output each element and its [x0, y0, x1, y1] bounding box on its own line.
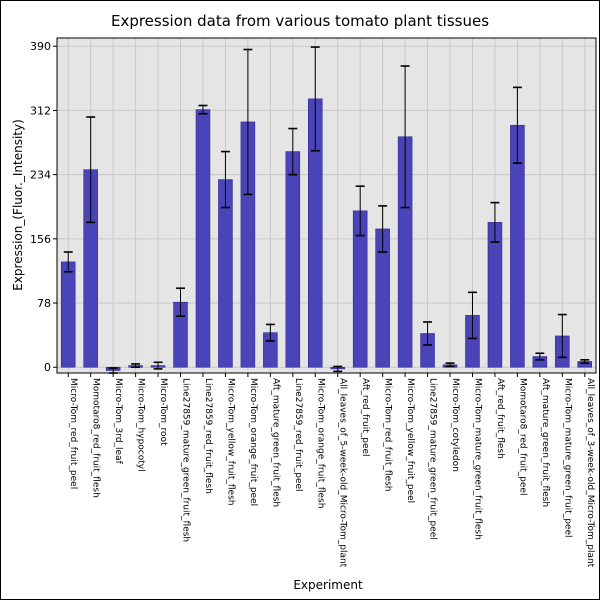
x-tick-label: Micro-Tom_root [158, 378, 168, 446]
x-tick-label: Line27859_red_fruit_flesh [203, 378, 213, 494]
x-tick-label: All_leaves_of_3-week-old_Micro-Tom_plant [585, 378, 595, 568]
x-tick-label: Line27859_red_fruit_peel [293, 378, 303, 492]
x-tick-label: Micro-Tom_orange_fruit_peel [248, 378, 258, 506]
x-tick-label: Micro-Tom_yellow_fruit_peel [405, 378, 415, 503]
bar [60, 261, 76, 368]
bar [487, 222, 503, 368]
x-tick-label: Aft_mature_green_fruit_flesh [540, 378, 550, 507]
y-tick-label: 390 [30, 40, 51, 53]
x-tick-label: Micro-Tom_3rd_leaf [113, 378, 123, 465]
y-tick-label: 312 [30, 104, 51, 117]
x-tick-label: Momotaro8_red_fruit_flesh [91, 378, 101, 498]
y-tick-label: 0 [44, 361, 51, 374]
x-tick-label: Micro-Tom_orange_fruit_flesh [315, 378, 325, 508]
error-bars-group [63, 46, 590, 374]
x-tick-label: Micro-Tom_hypocotyl [136, 378, 146, 472]
chart-title: Expression data from various tomato plan… [111, 12, 489, 30]
x-tick-label: Micro-Tom_red_fruit_flesh [383, 378, 393, 492]
x-tick-label: Aft_mature_green_fruit_flesh [270, 378, 280, 507]
x-axis-ticks: Micro-Tom_red_fruit_peel Momotaro8_red_fr… [67, 373, 595, 568]
plot-border [56, 37, 597, 374]
bar [285, 151, 301, 368]
x-tick-label: Micro-Tom_mature_green_fruit_flesh [472, 378, 482, 540]
y-axis-label: Expression_(Fluor._Intensity) [11, 119, 25, 291]
bar [195, 109, 211, 368]
x-tick-label: All_leaves_of_5-week-old_Micro-Tom_plant [338, 378, 348, 568]
x-tick-label: Micro-Tom_cotyledon [450, 378, 460, 472]
x-axis-label: Experiment [293, 578, 363, 592]
y-tick-label: 78 [37, 297, 51, 310]
plot-area [57, 38, 596, 373]
x-tick-label: Micro-Tom_yellow_fruit_flesh [225, 378, 235, 506]
x-tick-label: Aft_red_fruit_flesh [495, 378, 505, 459]
y-axis-ticks: 0 78 156 234 312 390 [30, 40, 57, 374]
bars-group [60, 98, 593, 371]
x-tick-label: Micro-Tom_red_fruit_peel [68, 378, 78, 489]
y-tick-label: 156 [30, 233, 51, 246]
x-tick-label: Line27859_mature_green_fruit_peel [428, 378, 438, 540]
x-tick-label: Aft_red_fruit_peel [360, 378, 370, 457]
x-tick-label: Line27859_mature_green_fruit_flesh [181, 378, 191, 542]
x-tick-label: Micro-Tom_mature_green_fruit_peel [562, 378, 572, 538]
x-tick-label: Momotaro8_red_fruit_peel [517, 378, 527, 495]
y-tick-label: 234 [30, 169, 51, 182]
